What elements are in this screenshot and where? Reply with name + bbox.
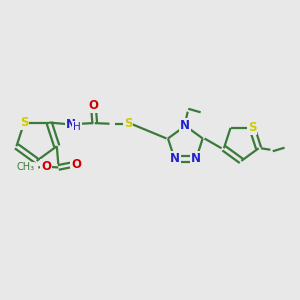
Text: N: N — [191, 152, 201, 165]
Text: S: S — [20, 116, 28, 129]
Text: S: S — [248, 121, 256, 134]
Text: O: O — [71, 158, 81, 171]
Text: S: S — [124, 117, 132, 130]
Text: N: N — [66, 118, 76, 130]
Text: H: H — [73, 122, 81, 132]
Text: N: N — [169, 152, 180, 165]
Text: CH₃: CH₃ — [16, 162, 34, 172]
Text: N: N — [180, 119, 190, 132]
Text: O: O — [88, 99, 99, 112]
Text: O: O — [41, 160, 51, 173]
